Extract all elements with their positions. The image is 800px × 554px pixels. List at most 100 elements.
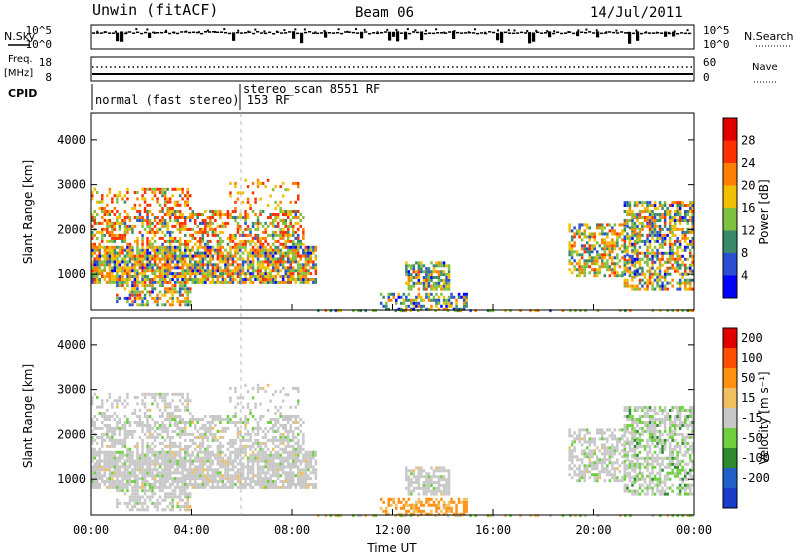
power-cell (161, 191, 164, 194)
velocity-cell (98, 453, 101, 457)
velocity-cell (91, 402, 94, 406)
velocity-cell (171, 444, 174, 448)
power-cell (623, 227, 627, 231)
power-cell (216, 239, 220, 243)
power-cell (269, 275, 272, 278)
velocity-cell (234, 447, 237, 451)
power-cell (93, 210, 96, 213)
velocity-cell (206, 435, 210, 439)
power-cell (113, 213, 117, 216)
power-cell (271, 188, 275, 192)
power-cell (297, 242, 300, 246)
velocity-cell (239, 432, 242, 436)
power-cell (181, 300, 184, 304)
velocity-cell (287, 462, 290, 466)
power-cell (244, 210, 247, 213)
power-cell (292, 257, 295, 261)
velocity-cell (123, 483, 127, 486)
velocity-cell (128, 462, 132, 466)
velocity-cell (314, 485, 318, 489)
power-cell (178, 280, 182, 284)
power-cell (239, 272, 242, 276)
power-cell (191, 216, 194, 219)
power-cell (126, 187, 129, 191)
power-cell (676, 239, 679, 243)
power-cell (661, 257, 664, 261)
power-cell (113, 269, 117, 273)
power-cell (163, 194, 167, 198)
velocity-cell (163, 465, 167, 469)
velocity-cell (216, 480, 220, 483)
velocity-cell (131, 412, 134, 415)
power-cell (168, 242, 172, 246)
velocity-cell (158, 465, 162, 469)
velocity-cell (251, 426, 255, 430)
power-cell (447, 295, 451, 299)
velocity-cell (241, 447, 245, 451)
noise-sky-bar (448, 31, 452, 33)
power-cell (98, 248, 101, 252)
velocity-cell (168, 405, 172, 409)
velocity-cell (261, 471, 265, 475)
velocity-cell (194, 485, 197, 489)
power-cell (651, 230, 654, 234)
power-cell (161, 263, 164, 267)
power-cell (266, 275, 270, 278)
velocity-cell (98, 483, 101, 486)
power-cell (648, 251, 652, 255)
velocity-cell (231, 462, 235, 466)
power-cell (638, 245, 642, 249)
power-cell (686, 236, 689, 240)
power-cell (691, 230, 694, 234)
noise-search-dot (346, 30, 349, 33)
velocity-cell (231, 483, 235, 486)
noise-search-dot (443, 31, 446, 34)
power-cell (146, 300, 149, 304)
power-cell (204, 224, 207, 228)
power-cell (658, 201, 662, 205)
noise-search-dot (206, 29, 209, 32)
power-cell (108, 254, 112, 258)
velocity-cell (407, 481, 411, 484)
velocity-cell (163, 480, 167, 483)
colorbar-tick-label: 16 (741, 201, 755, 215)
noise-sky-bar (636, 31, 640, 41)
noise-sky-bar (576, 31, 580, 37)
velocity-cell (161, 477, 164, 481)
power-cell (209, 269, 212, 273)
noise-search-dot (125, 31, 128, 34)
power-cell (251, 272, 255, 276)
velocity-cell (279, 468, 282, 472)
velocity-cell (143, 468, 147, 472)
power-cell (189, 260, 192, 264)
velocity-cell (219, 453, 222, 457)
power-cell (297, 269, 300, 273)
power-cell (216, 248, 220, 252)
velocity-cell (91, 438, 94, 442)
power-cell (171, 210, 174, 213)
power-cell (173, 213, 177, 216)
power-cell (529, 309, 532, 313)
power-cell (417, 309, 420, 313)
power-cell (385, 301, 388, 305)
velocity-cell (249, 412, 252, 415)
velocity-cell (186, 392, 189, 396)
velocity-cell (186, 468, 189, 472)
power-cell (96, 257, 99, 261)
velocity-cell (136, 453, 139, 457)
power-cell (287, 260, 290, 264)
noise-sky-bar (396, 31, 400, 42)
velocity-cell (148, 459, 152, 463)
power-cell (425, 292, 428, 296)
power-cell (623, 284, 627, 288)
power-cell (422, 281, 426, 285)
power-cell (628, 260, 632, 264)
power-cell (201, 278, 205, 281)
power-cell (603, 262, 606, 266)
velocity-cell (229, 477, 232, 481)
velocity-cell (136, 477, 139, 481)
power-cell (588, 244, 591, 248)
velocity-cell (128, 453, 132, 457)
power-cell (166, 254, 169, 258)
velocity-cell (116, 450, 119, 454)
